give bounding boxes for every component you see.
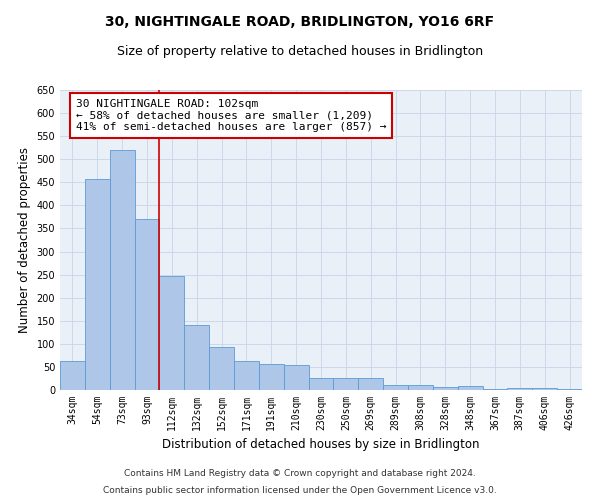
Text: Contains HM Land Registry data © Crown copyright and database right 2024.: Contains HM Land Registry data © Crown c… [124,468,476,477]
Text: Size of property relative to detached houses in Bridlington: Size of property relative to detached ho… [117,45,483,58]
Bar [134,219,160,390]
Text: 30 NIGHTINGALE ROAD: 102sqm
← 58% of detached houses are smaller (1,209)
41% of : 30 NIGHTINGALE ROAD: 102sqm ← 58% of det… [76,99,386,132]
Bar [334,378,358,390]
Bar [557,388,582,390]
Text: 30, NIGHTINGALE ROAD, BRIDLINGTON, YO16 6RF: 30, NIGHTINGALE ROAD, BRIDLINGTON, YO16 … [106,15,494,29]
Bar [508,388,532,390]
Bar [482,388,508,390]
Bar [408,385,433,390]
Y-axis label: Number of detached properties: Number of detached properties [18,147,31,333]
Bar [284,364,308,390]
Bar [160,276,184,390]
Bar [85,178,110,390]
Bar [308,378,334,390]
Bar [458,386,482,390]
Text: Contains public sector information licensed under the Open Government Licence v3: Contains public sector information licen… [103,486,497,495]
Bar [383,385,408,390]
Bar [234,362,259,390]
X-axis label: Distribution of detached houses by size in Bridlington: Distribution of detached houses by size … [162,438,480,452]
Bar [358,378,383,390]
Bar [209,347,234,390]
Bar [110,150,134,390]
Bar [60,362,85,390]
Bar [259,364,284,390]
Bar [433,387,458,390]
Bar [532,388,557,390]
Bar [184,326,209,390]
